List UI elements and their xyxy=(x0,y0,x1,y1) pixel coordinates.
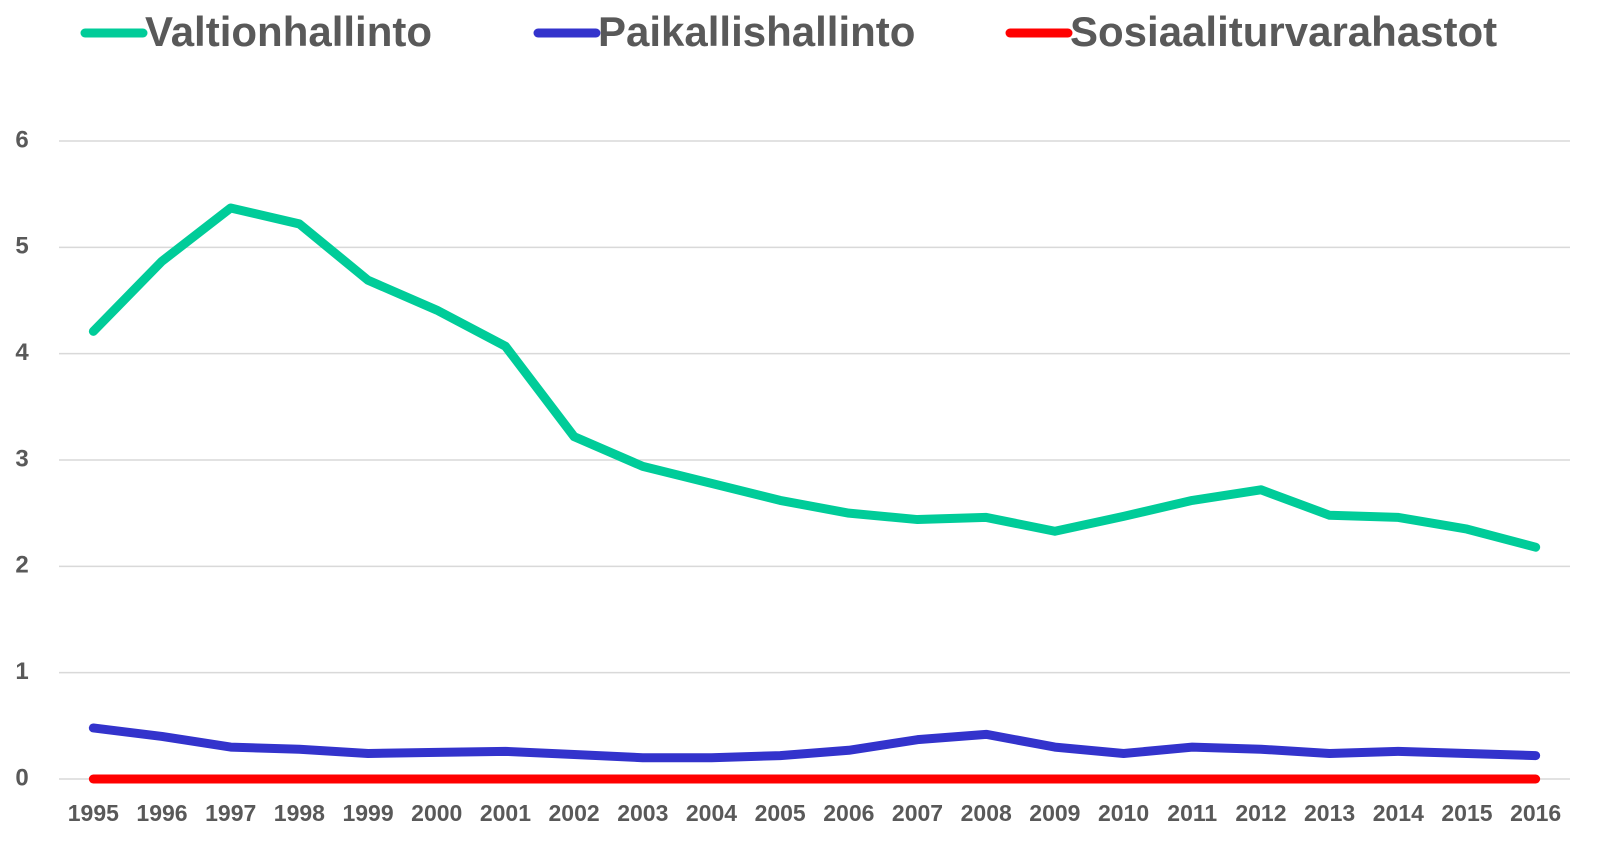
legend-label: Sosiaaliturvarahastot xyxy=(1070,8,1497,55)
x-tick-label: 2002 xyxy=(549,800,600,826)
y-tick-label: 2 xyxy=(15,552,28,579)
series-line xyxy=(88,203,1541,552)
x-tick-label: 2015 xyxy=(1441,800,1492,826)
y-tick-label: 5 xyxy=(15,233,28,260)
y-tick-label: 1 xyxy=(15,658,28,685)
y-tick-label: 4 xyxy=(15,339,29,366)
x-tick-label: 2004 xyxy=(686,800,737,826)
legend-label: Paikallishallinto xyxy=(598,8,915,55)
x-tick-label: 1998 xyxy=(274,800,325,826)
y-tick-label: 6 xyxy=(15,126,28,153)
x-tick-label: 2016 xyxy=(1510,800,1561,826)
x-tick-label: 1999 xyxy=(342,800,393,826)
y-tick-label: 0 xyxy=(15,764,28,791)
x-tick-label: 2010 xyxy=(1098,800,1149,826)
x-tick-label: 2009 xyxy=(1029,800,1080,826)
legend-label: Valtionhallinto xyxy=(145,8,432,55)
series-line xyxy=(88,723,1541,763)
y-tick-label: 3 xyxy=(15,445,28,472)
x-tick-label: 2008 xyxy=(961,800,1012,826)
x-tick-label: 2012 xyxy=(1235,800,1286,826)
x-tick-label: 2014 xyxy=(1373,800,1424,826)
x-tick-label: 2005 xyxy=(755,800,806,826)
x-tick-label: 2011 xyxy=(1167,800,1217,826)
x-tick-label: 2001 xyxy=(480,800,531,826)
x-tick-label: 2007 xyxy=(892,800,943,826)
x-tick-label: 2006 xyxy=(823,800,874,826)
x-tick-label: 2013 xyxy=(1304,800,1355,826)
x-tick-label: 1995 xyxy=(68,800,119,826)
x-tick-label: 1997 xyxy=(205,800,256,826)
x-tick-label: 2003 xyxy=(617,800,668,826)
x-tick-label: 1996 xyxy=(136,800,187,826)
x-tick-label: 2000 xyxy=(411,800,462,826)
